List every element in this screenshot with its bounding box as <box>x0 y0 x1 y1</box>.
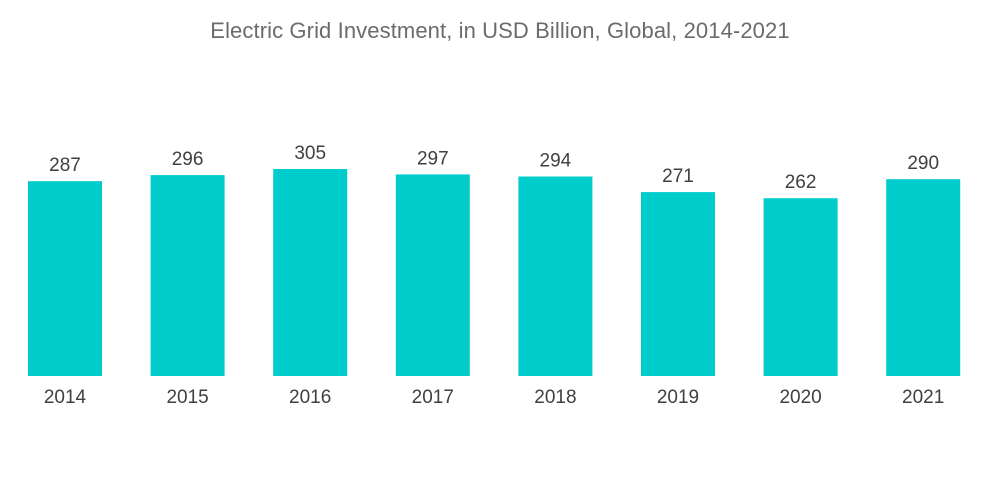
bar-2017 <box>395 174 470 376</box>
bar-2019 <box>641 192 715 376</box>
x-tick-label-2020: 2020 <box>779 387 821 408</box>
x-tick-label-2019: 2019 <box>657 387 699 408</box>
x-tick-label-2016: 2016 <box>289 387 331 408</box>
bar-2014 <box>28 181 102 376</box>
x-tick-label-2014: 2014 <box>44 387 87 408</box>
data-label-2015: 296 <box>172 149 204 170</box>
data-label-2019: 271 <box>662 166 694 187</box>
bar-2015 <box>150 175 225 376</box>
x-tick-label-2015: 2015 <box>166 387 208 408</box>
bar-2020 <box>763 198 838 376</box>
data-label-2014: 287 <box>49 155 81 176</box>
bar-2018 <box>518 176 593 376</box>
data-label-2017: 297 <box>417 148 449 169</box>
x-tick-label-2021: 2021 <box>902 387 944 408</box>
bar-2021 <box>886 179 961 376</box>
data-label-2018: 294 <box>540 151 572 172</box>
data-label-2020: 262 <box>785 172 817 193</box>
x-tick-label-2018: 2018 <box>534 387 576 408</box>
chart-title: Electric Grid Investment, in USD Billion… <box>210 18 790 43</box>
data-label-2021: 290 <box>907 153 939 174</box>
data-label-2016: 305 <box>294 143 326 164</box>
bar-2016 <box>273 169 348 376</box>
x-tick-label-2017: 2017 <box>412 387 454 408</box>
